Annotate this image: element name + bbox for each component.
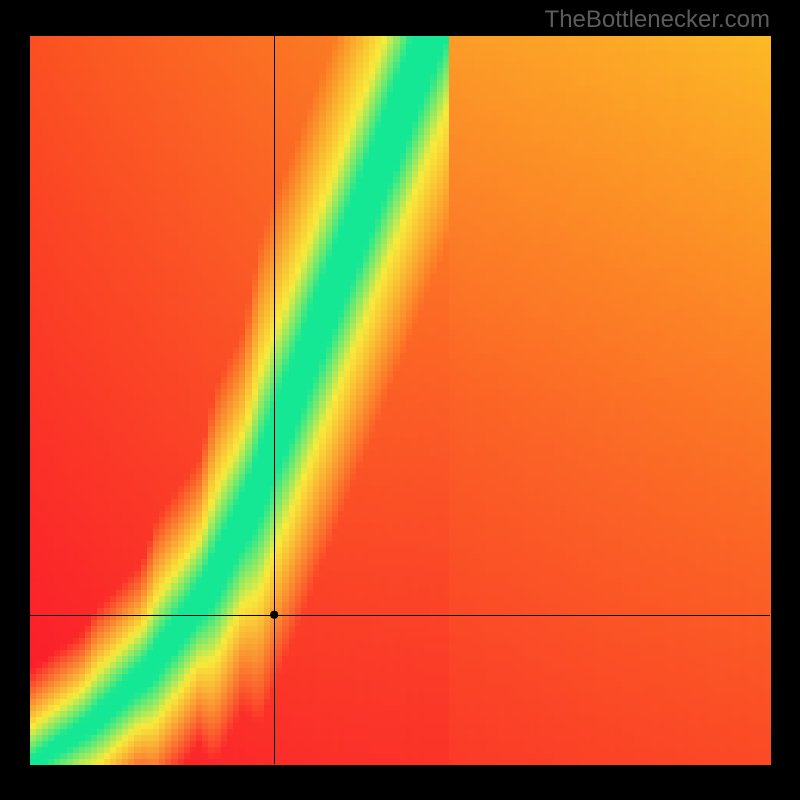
bottleneck-heatmap bbox=[0, 0, 800, 800]
watermark-text: TheBottlenecker.com bbox=[545, 6, 770, 34]
